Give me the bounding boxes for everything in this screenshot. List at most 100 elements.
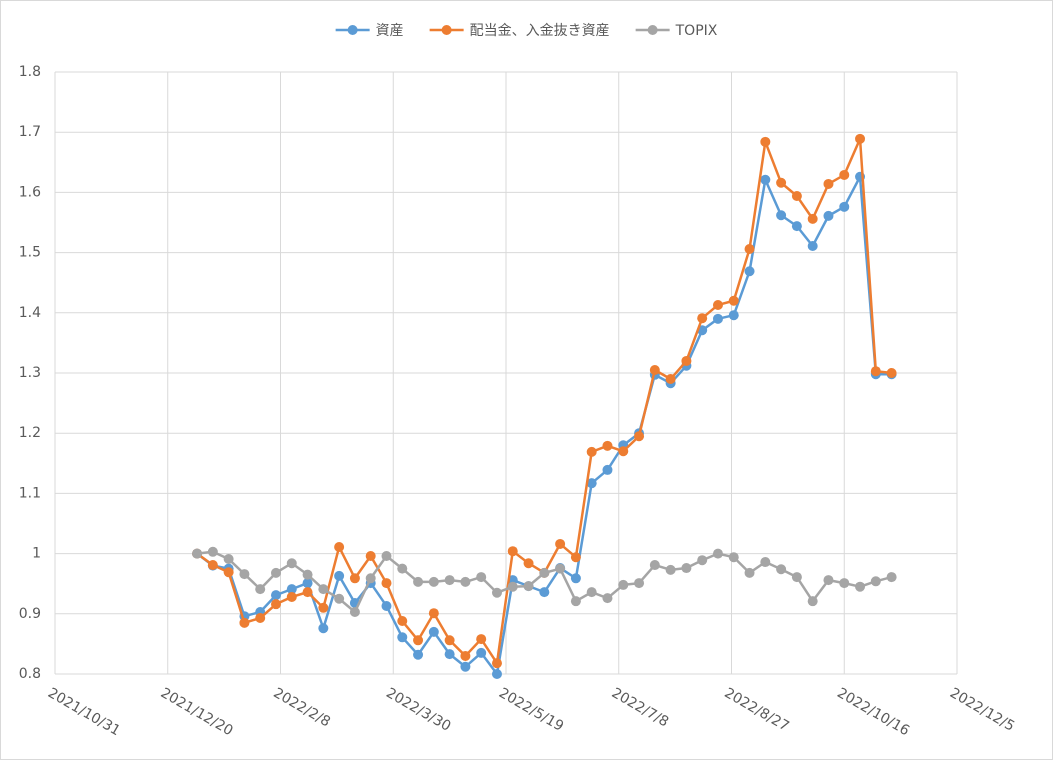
data-point <box>776 210 787 221</box>
data-point <box>855 581 866 592</box>
data-point <box>318 584 329 595</box>
data-point <box>302 578 313 589</box>
data-point <box>476 572 487 583</box>
data-point <box>192 548 203 559</box>
data-point <box>349 606 360 617</box>
data-point <box>318 602 329 613</box>
data-point <box>444 649 455 660</box>
data-point <box>270 567 281 578</box>
data-point <box>270 599 281 610</box>
data-point <box>507 581 518 592</box>
data-point <box>381 551 392 562</box>
data-point <box>712 313 723 324</box>
data-point <box>539 587 550 598</box>
data-point <box>634 578 645 589</box>
y-tick-label: 1.7 <box>19 124 41 140</box>
data-point <box>460 650 471 661</box>
data-point <box>823 575 834 586</box>
data-point <box>760 557 771 568</box>
legend-label: 配当金、入金抜き資産 <box>470 23 610 39</box>
data-point <box>491 587 502 598</box>
data-point <box>223 567 234 578</box>
data-point <box>886 368 897 378</box>
legend: 資産 配当金、入金抜き資産 TOPIX <box>335 23 718 39</box>
data-point <box>444 575 455 586</box>
data-point <box>886 572 897 583</box>
data-point <box>823 210 834 221</box>
data-point <box>207 560 218 571</box>
data-point <box>586 446 597 457</box>
data-point <box>870 576 881 587</box>
data-point <box>334 570 345 581</box>
data-point <box>286 558 297 569</box>
data-point <box>239 617 250 628</box>
data-point <box>270 590 281 601</box>
data-point <box>618 446 629 457</box>
data-point <box>665 374 676 385</box>
data-point <box>776 564 787 575</box>
legend-marker <box>441 25 452 35</box>
data-point <box>302 569 313 580</box>
data-point <box>586 478 597 489</box>
data-point <box>444 635 455 646</box>
data-point <box>555 563 566 574</box>
data-point <box>791 221 802 232</box>
y-tick-label: 1.4 <box>19 305 41 321</box>
data-point <box>712 299 723 310</box>
data-point <box>728 552 739 563</box>
data-point <box>697 313 708 324</box>
y-tick-label: 1.8 <box>19 64 41 80</box>
data-point <box>523 558 534 569</box>
y-tick-label: 1.6 <box>19 184 41 200</box>
data-point <box>397 632 408 643</box>
legend-item: 配当金、入金抜き資産 <box>429 23 610 39</box>
data-point <box>681 563 692 574</box>
data-point <box>460 661 471 672</box>
data-point <box>286 584 297 595</box>
data-point <box>302 587 313 598</box>
data-point <box>855 133 866 144</box>
data-point <box>744 266 755 277</box>
data-point <box>286 591 297 602</box>
y-tick-label: 0.9 <box>19 606 41 622</box>
data-point <box>428 608 439 619</box>
data-point <box>428 576 439 587</box>
data-point <box>602 593 613 604</box>
data-point <box>570 552 581 563</box>
legend-label: 資産 <box>376 23 404 39</box>
data-point <box>555 538 566 549</box>
data-point <box>839 169 850 180</box>
data-point <box>239 569 250 580</box>
data-point <box>507 546 518 557</box>
data-point <box>728 295 739 306</box>
data-point <box>365 551 376 562</box>
data-point <box>649 364 660 375</box>
data-point <box>413 649 424 660</box>
data-point <box>365 573 376 584</box>
y-tick-label: 1.1 <box>19 485 41 501</box>
data-point <box>397 563 408 574</box>
data-point <box>870 366 881 377</box>
data-point <box>539 567 550 578</box>
data-point <box>207 546 218 557</box>
data-point <box>791 191 802 202</box>
data-point <box>334 541 345 552</box>
data-point <box>570 573 581 584</box>
data-point <box>223 554 234 565</box>
data-point <box>460 576 471 587</box>
data-point <box>491 669 502 679</box>
data-point <box>334 593 345 604</box>
legend-label: TOPIX <box>675 23 718 39</box>
data-point <box>681 355 692 366</box>
data-point <box>349 573 360 584</box>
y-tick-label: 1.5 <box>19 245 41 261</box>
data-point <box>476 634 487 645</box>
data-point <box>428 626 439 637</box>
y-tick-label: 0.8 <box>19 666 41 682</box>
y-tick-label: 1.3 <box>19 365 41 381</box>
data-point <box>255 613 266 624</box>
legend-marker <box>347 25 358 35</box>
data-point <box>744 567 755 578</box>
data-point <box>649 560 660 571</box>
